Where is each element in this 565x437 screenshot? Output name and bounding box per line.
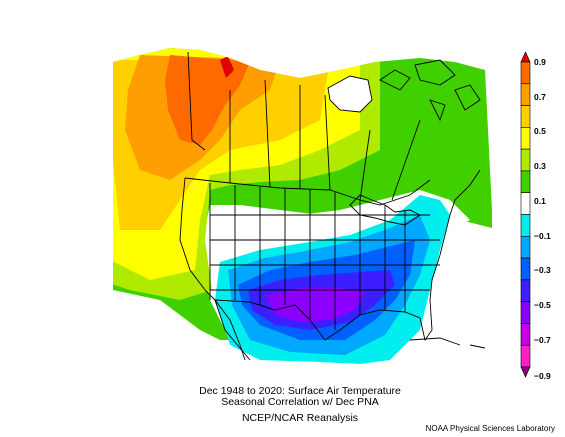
colorbar-label: 0.3: [534, 161, 546, 171]
canada-us-border: [184, 177, 431, 206]
credit-label: NOAA Physical Sciences Laboratory: [425, 424, 555, 433]
contour-white: [205, 190, 470, 262]
colorbar-label: −0.5: [534, 300, 551, 310]
colorbar-segment: [520, 105, 531, 128]
west-coast: [179, 177, 251, 361]
us-mexico-border: [214, 299, 326, 341]
contour-purple: [265, 288, 365, 322]
colorbar-segment: [520, 235, 531, 259]
colorbar-label: 0.9: [534, 57, 546, 67]
colorbar-segment: [520, 61, 531, 85]
colorbar-segment: [520, 323, 531, 346]
colorbar-label: −0.9: [534, 371, 551, 381]
colorbar-segment: [520, 214, 531, 237]
colorbar-segment: [520, 83, 531, 106]
hudson-bay: [327, 75, 373, 113]
province-lines: [229, 79, 421, 201]
great-lakes: [349, 194, 421, 226]
caption-title: Dec 1948 to 2020: Surface Air Temperatur…: [199, 385, 401, 397]
contour-red: [220, 56, 234, 78]
colorbar-label: −0.7: [534, 335, 551, 345]
colorbar-segment: [520, 192, 531, 215]
baja: [214, 299, 246, 361]
colorbar-segment: [520, 344, 531, 368]
caption-source: NCEP/NCAR Reanalysis: [241, 412, 359, 424]
colorbar-label: −0.3: [534, 265, 551, 275]
colorbar-segment: [520, 170, 531, 194]
colorbar-segment: [520, 279, 531, 302]
arctic-islands: [379, 59, 481, 122]
hudson-white: [328, 76, 372, 112]
colorbar: [520, 51, 531, 378]
colorbar-label: 0.1: [534, 196, 546, 206]
caribbean: [409, 337, 486, 349]
colorbar-arrow-top: [520, 51, 531, 63]
colorbar-segment: [520, 148, 531, 172]
east-coast: [429, 169, 481, 301]
caption-subtitle: Seasonal Correlation w/ Dec PNA: [221, 396, 379, 408]
contour-darkorange: [165, 55, 250, 145]
colorbar-label: −0.1: [534, 231, 551, 241]
colorbar-arrow-bottom: [520, 366, 531, 378]
colorbar-label: 0.5: [534, 126, 546, 136]
boundaries: [179, 51, 486, 361]
colorbar-segment: [520, 127, 531, 150]
colorbar-segment: [520, 257, 531, 281]
state-lines: [209, 183, 440, 330]
colorbar-label: 0.7: [534, 92, 546, 102]
alaska-border: [187, 51, 206, 151]
colorbar-segment: [520, 301, 531, 324]
